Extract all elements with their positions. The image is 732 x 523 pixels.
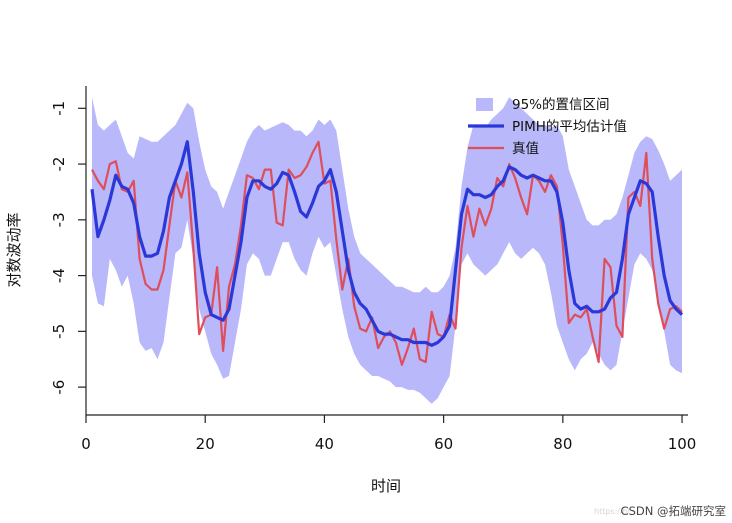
y-tick-label: -4 bbox=[50, 268, 68, 283]
x-tick-label: 100 bbox=[668, 435, 697, 453]
legend-label: 真值 bbox=[512, 141, 539, 157]
x-tick-label: 40 bbox=[315, 435, 334, 453]
legend-swatch-band bbox=[476, 98, 493, 111]
y-tick-label: -5 bbox=[50, 324, 68, 339]
x-tick-label: 80 bbox=[553, 435, 572, 453]
y-axis-title: 对数波动率 bbox=[5, 212, 23, 287]
watermark-text: CSDN @拓端研究室 bbox=[621, 504, 726, 518]
y-tick-label: -3 bbox=[50, 212, 68, 227]
x-tick-label: 20 bbox=[196, 435, 215, 453]
watermark-url: https://bl... bbox=[594, 507, 638, 516]
y-tick-label: -6 bbox=[50, 380, 68, 395]
y-tick-label: -2 bbox=[50, 157, 68, 172]
x-axis-title: 时间 bbox=[371, 477, 401, 495]
series-line-mean bbox=[90, 140, 684, 347]
x-tick-label: 60 bbox=[434, 435, 453, 453]
confidence-band bbox=[92, 97, 682, 404]
axes: 0 20 40 60 80 100 -1 -2 -3 -4 -5 -6 bbox=[50, 86, 696, 453]
legend-label: PIMH的平均估计值 bbox=[512, 119, 627, 135]
plot-area bbox=[90, 97, 684, 404]
y-tick-label: -1 bbox=[50, 101, 68, 116]
legend-label: 95%的置信区间 bbox=[512, 97, 610, 113]
x-tick-label: 0 bbox=[81, 435, 91, 453]
